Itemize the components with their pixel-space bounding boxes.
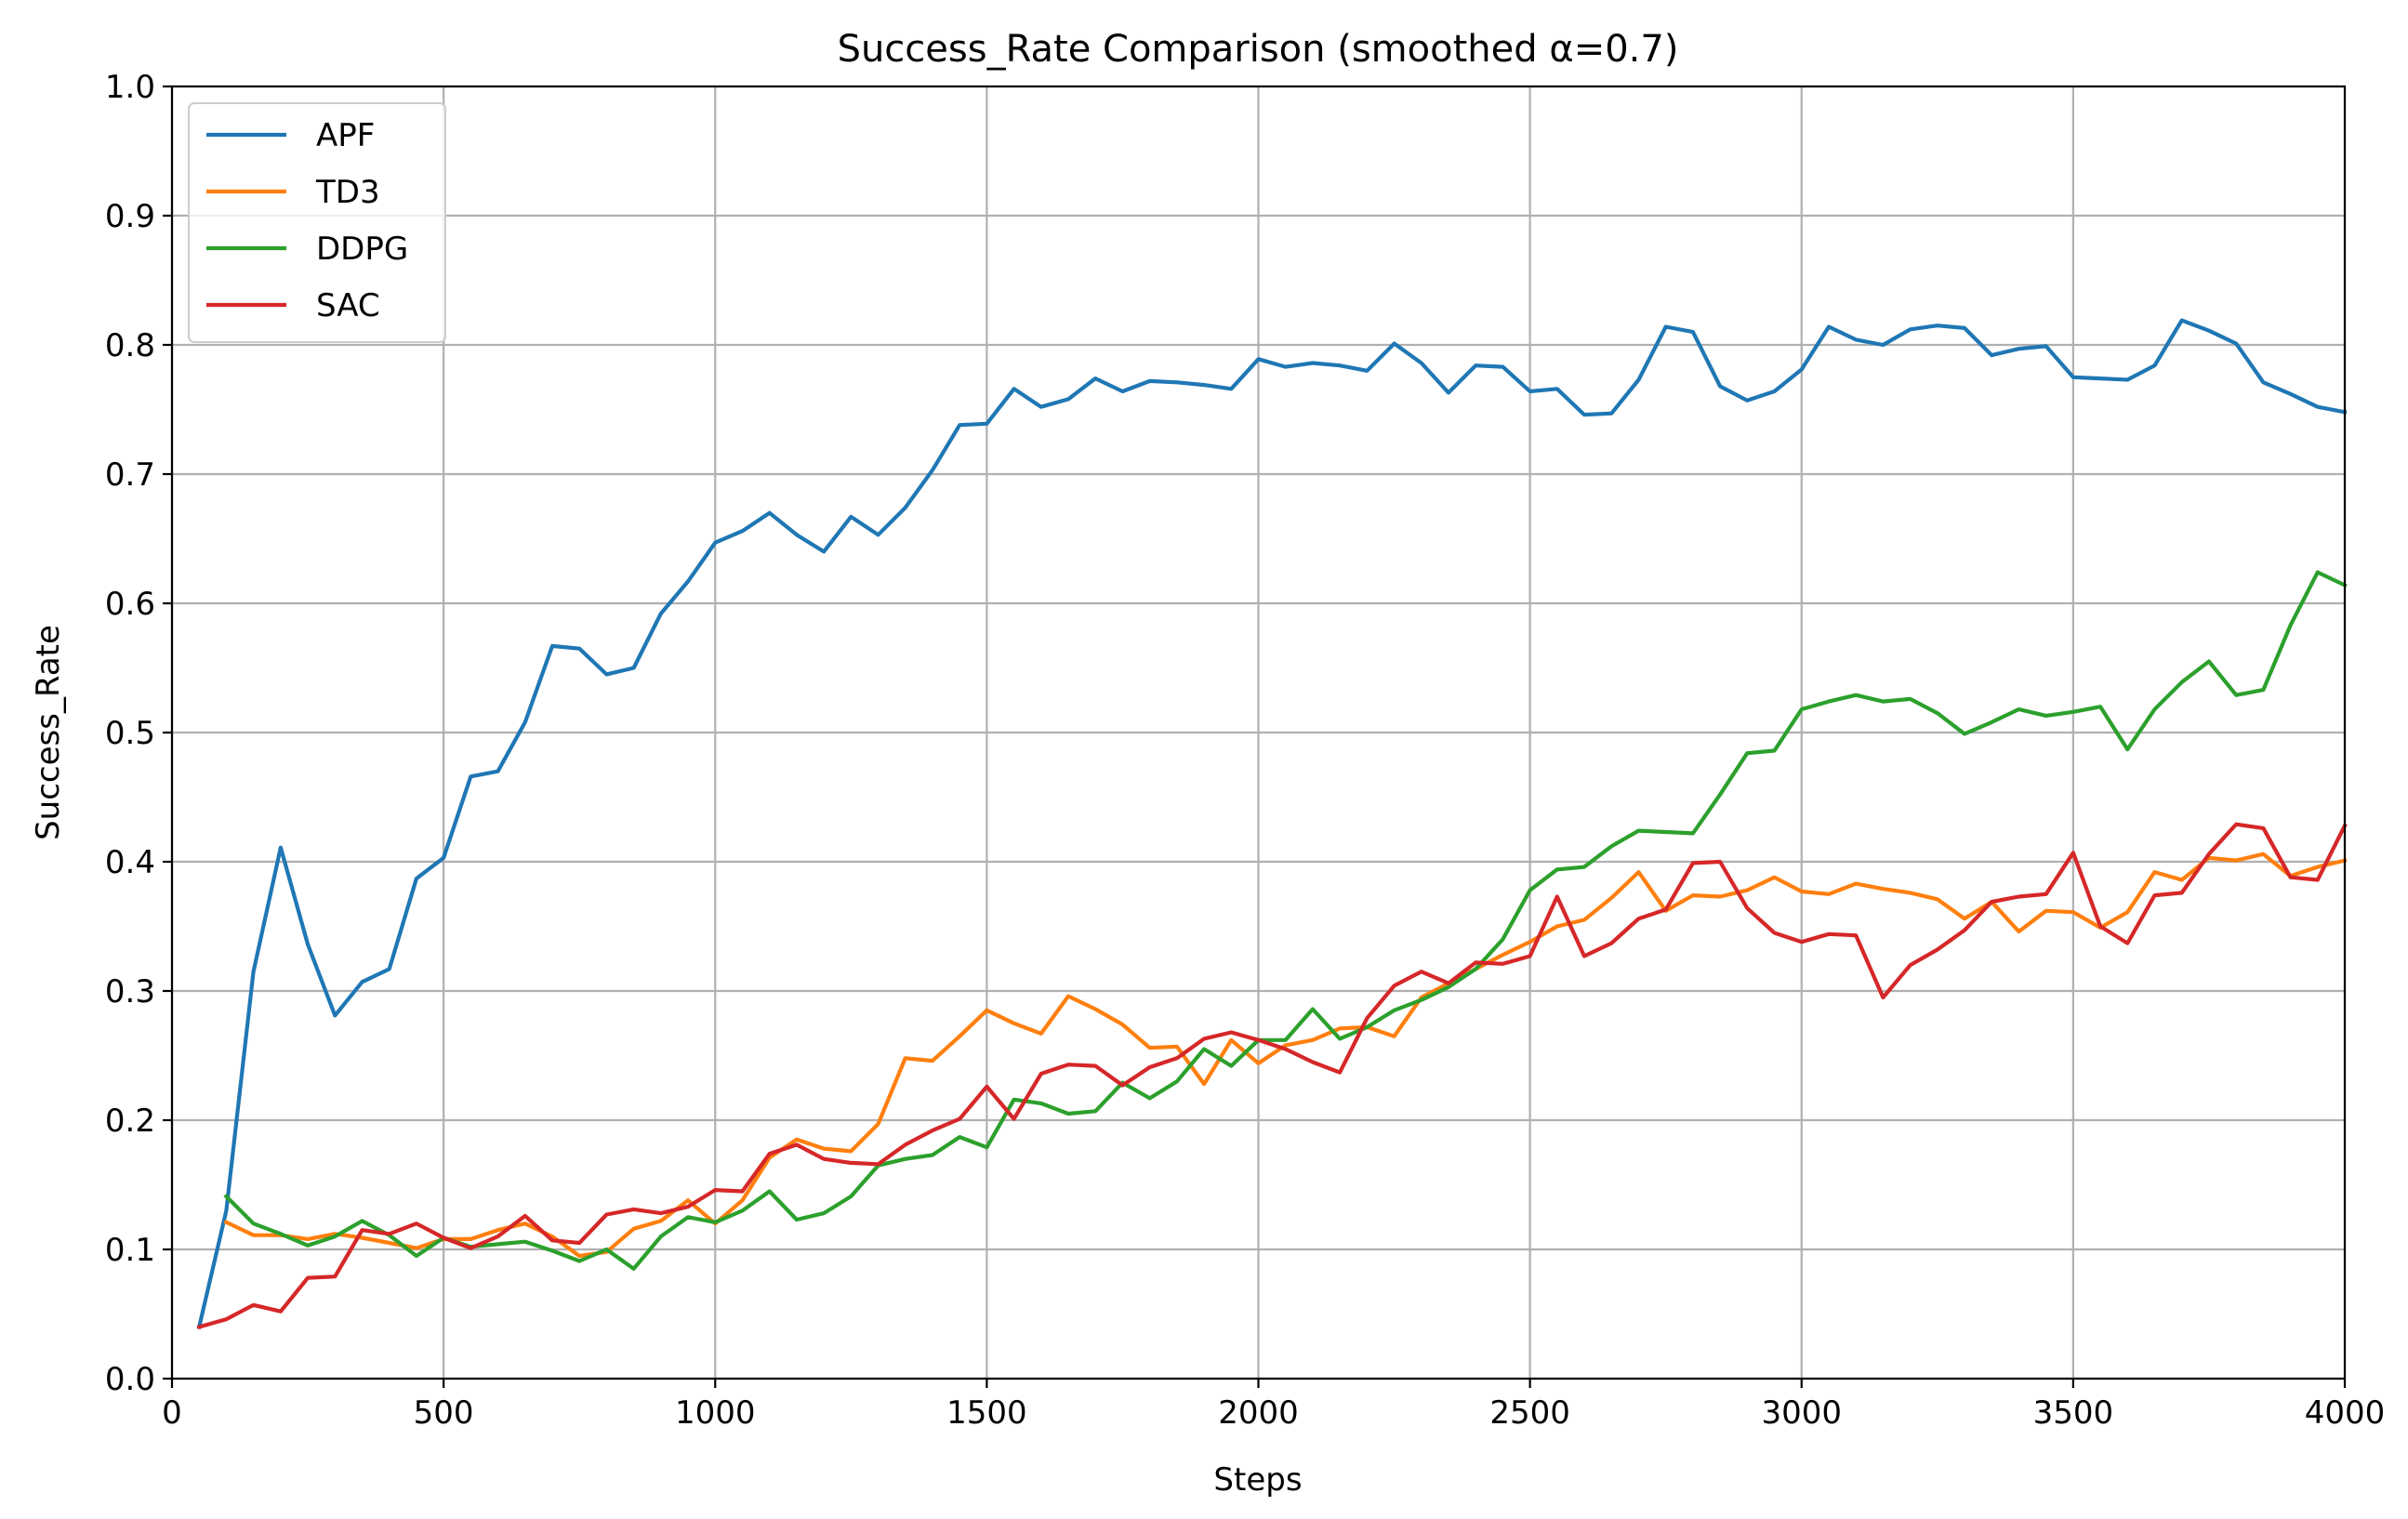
series-line-sac	[196, 822, 2348, 1329]
y-tick-label: 1.0	[105, 69, 155, 106]
y-axis-label: Success_Rate	[30, 625, 67, 840]
y-tick-label: 0.7	[105, 456, 155, 494]
x-tick-label: 1000	[675, 1394, 756, 1432]
x-tick-label: 3000	[1761, 1394, 1842, 1432]
chart-title: Success_Rate Comparison (smoothed α=0.7)	[838, 28, 1679, 71]
y-tick-label: 0.1	[105, 1232, 155, 1269]
y-tick-label: 0.8	[105, 327, 155, 364]
y-tick-label: 0.9	[105, 198, 155, 235]
x-tick-label: 0	[162, 1394, 182, 1432]
x-tick-label: 2000	[1218, 1394, 1299, 1432]
x-tick-label: 3500	[2033, 1394, 2114, 1432]
y-axis-ticks: 0.0 0.1 0.2 0.3 0.4 0.5 0.6 0.7 0.8 0.9 1.0	[105, 69, 172, 1398]
y-tick-label: 0.4	[105, 844, 155, 881]
x-axis-label: Steps	[1213, 1461, 1302, 1499]
y-tick-label: 0.2	[105, 1103, 155, 1140]
x-tick-label: 4000	[2305, 1394, 2386, 1432]
x-tick-label: 2500	[1489, 1394, 1570, 1432]
legend: APF TD3 DDPG SAC	[188, 102, 446, 343]
legend-label-td3: TD3	[315, 174, 380, 211]
legend-label-apf: APF	[316, 117, 375, 154]
series-line-ddpg	[223, 570, 2348, 1271]
y-tick-label: 0.6	[105, 586, 155, 623]
y-tick-label: 0.5	[105, 715, 155, 752]
series-lines	[196, 318, 2348, 1329]
x-axis-ticks: 0 500 1000 1500 2000 2500 3000 3500 4000	[162, 1379, 2385, 1432]
legend-frame	[188, 102, 446, 343]
x-tick-label: 500	[414, 1394, 474, 1432]
x-tick-label: 1500	[946, 1394, 1027, 1432]
legend-label-ddpg: DDPG	[316, 231, 408, 268]
series-line-apf	[196, 318, 2348, 1329]
y-tick-label: 0.3	[105, 973, 155, 1010]
y-tick-label: 0.0	[105, 1361, 155, 1398]
legend-label-sac: SAC	[316, 287, 380, 324]
